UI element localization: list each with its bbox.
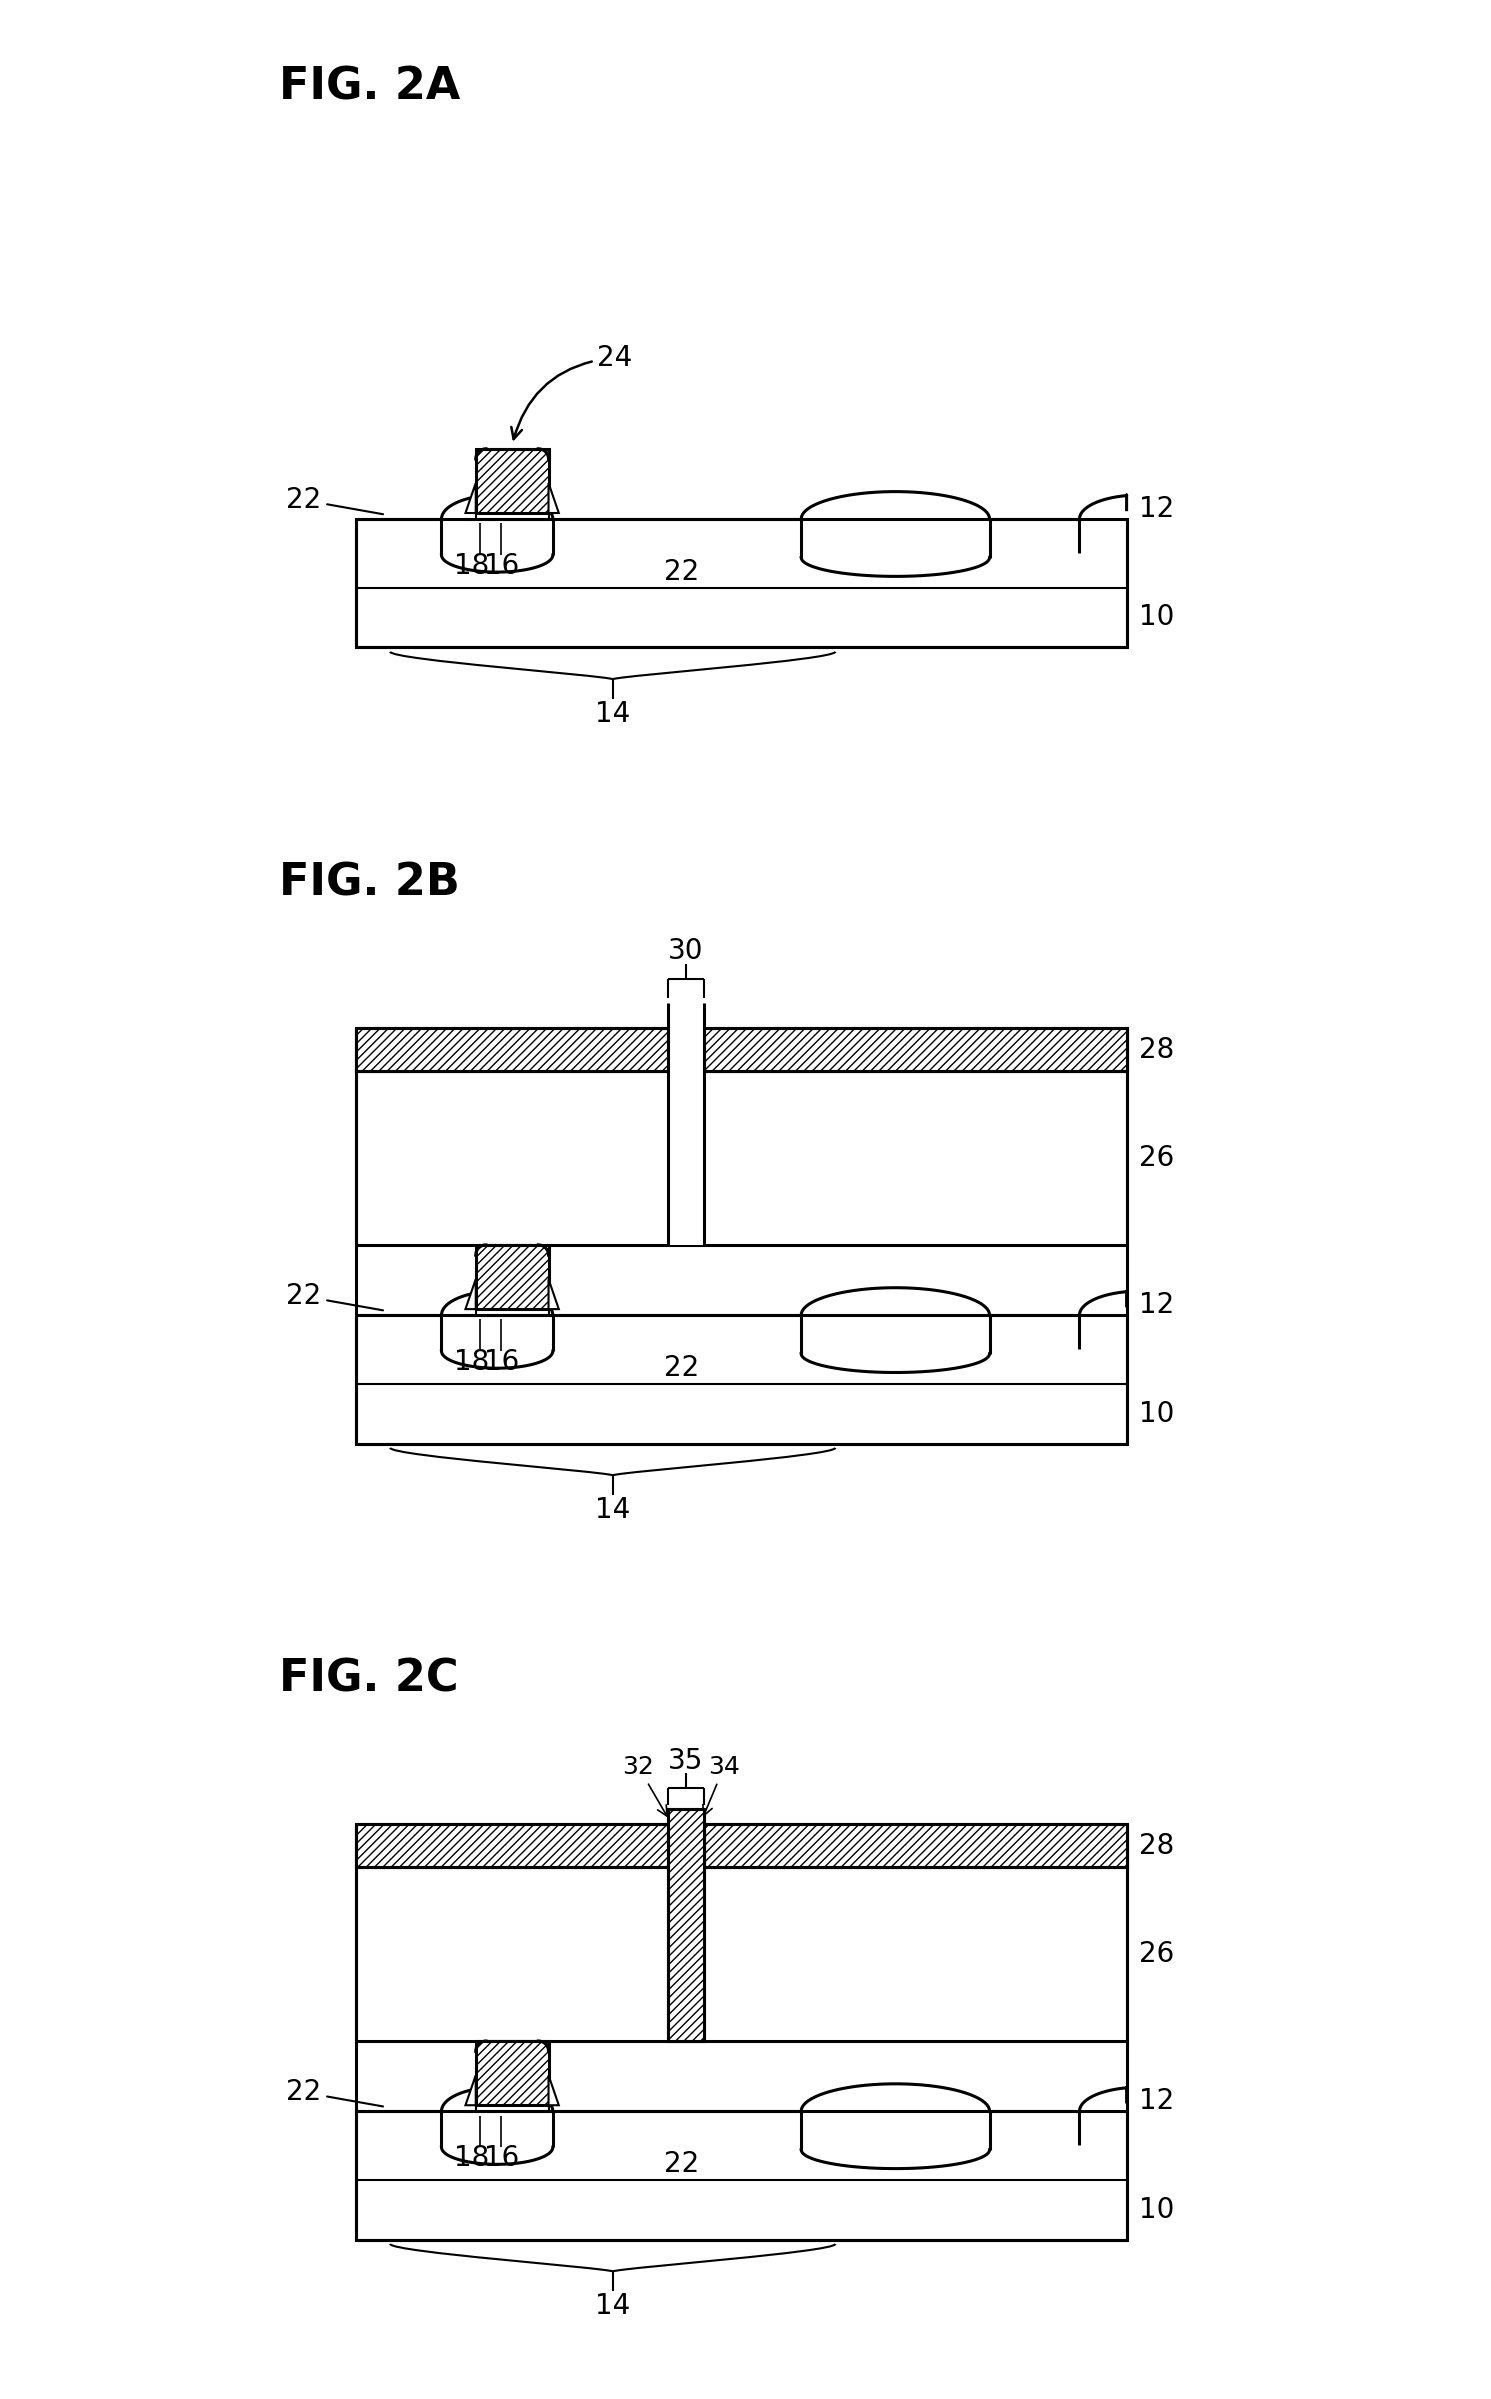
Polygon shape	[465, 482, 476, 513]
Text: 14: 14	[595, 1497, 631, 1523]
Polygon shape	[549, 2075, 559, 2106]
Text: 10: 10	[1139, 2195, 1175, 2224]
Bar	[476, 449, 549, 513]
Bar	[668, 1809, 704, 2042]
Text: 22: 22	[663, 2150, 699, 2178]
Text: 16: 16	[483, 552, 519, 581]
Polygon shape	[549, 482, 559, 513]
Bar	[704, 1823, 1127, 1866]
Text: 12: 12	[1139, 1291, 1175, 1319]
Text: 18: 18	[453, 1348, 489, 1377]
Text: 12: 12	[1139, 2087, 1175, 2116]
Bar	[356, 1070, 1127, 1245]
Text: 28: 28	[1139, 1833, 1175, 1859]
Bar	[356, 1315, 1127, 1444]
Text: 10: 10	[1139, 605, 1175, 631]
Bar	[668, 998, 704, 1245]
Text: FIG. 2A: FIG. 2A	[279, 65, 461, 108]
Text: 26: 26	[1139, 1144, 1175, 1173]
Text: 18: 18	[453, 552, 489, 581]
Text: FIG. 2C: FIG. 2C	[279, 1658, 458, 1701]
Bar	[356, 518, 1127, 648]
Text: 30: 30	[668, 938, 704, 964]
Text: 32: 32	[623, 1756, 666, 1816]
Text: 22: 22	[286, 1283, 383, 1310]
Text: 24: 24	[511, 343, 632, 439]
Text: 22: 22	[286, 2078, 383, 2106]
Bar	[476, 513, 549, 518]
Text: 16: 16	[483, 2145, 519, 2173]
Bar	[476, 1310, 549, 1315]
Text: 22: 22	[663, 1353, 699, 1382]
Bar	[356, 2111, 1127, 2241]
Polygon shape	[549, 1279, 559, 1310]
Text: 14: 14	[595, 2293, 631, 2320]
Text: 16: 16	[483, 1348, 519, 1377]
Text: 18: 18	[453, 2145, 489, 2173]
Text: FIG. 2B: FIG. 2B	[279, 861, 459, 904]
Text: 26: 26	[1139, 1941, 1175, 1967]
Text: 12: 12	[1139, 494, 1175, 523]
Bar	[476, 1245, 549, 1310]
Text: 22: 22	[286, 487, 383, 513]
Text: 10: 10	[1139, 1399, 1175, 1427]
Polygon shape	[465, 1279, 476, 1310]
Text: 22: 22	[663, 559, 699, 585]
Bar	[356, 1866, 1127, 2042]
Bar	[356, 1029, 668, 1070]
Bar	[356, 1823, 668, 1866]
Text: 34: 34	[702, 1756, 740, 1816]
Text: 35: 35	[668, 1746, 704, 1775]
Bar	[704, 1029, 1127, 1070]
Polygon shape	[465, 2075, 476, 2106]
Bar	[668, 1809, 704, 2042]
Text: 14: 14	[595, 701, 631, 729]
Bar	[476, 2042, 549, 2106]
Bar	[476, 2106, 549, 2111]
Text: 28: 28	[1139, 1036, 1175, 1063]
